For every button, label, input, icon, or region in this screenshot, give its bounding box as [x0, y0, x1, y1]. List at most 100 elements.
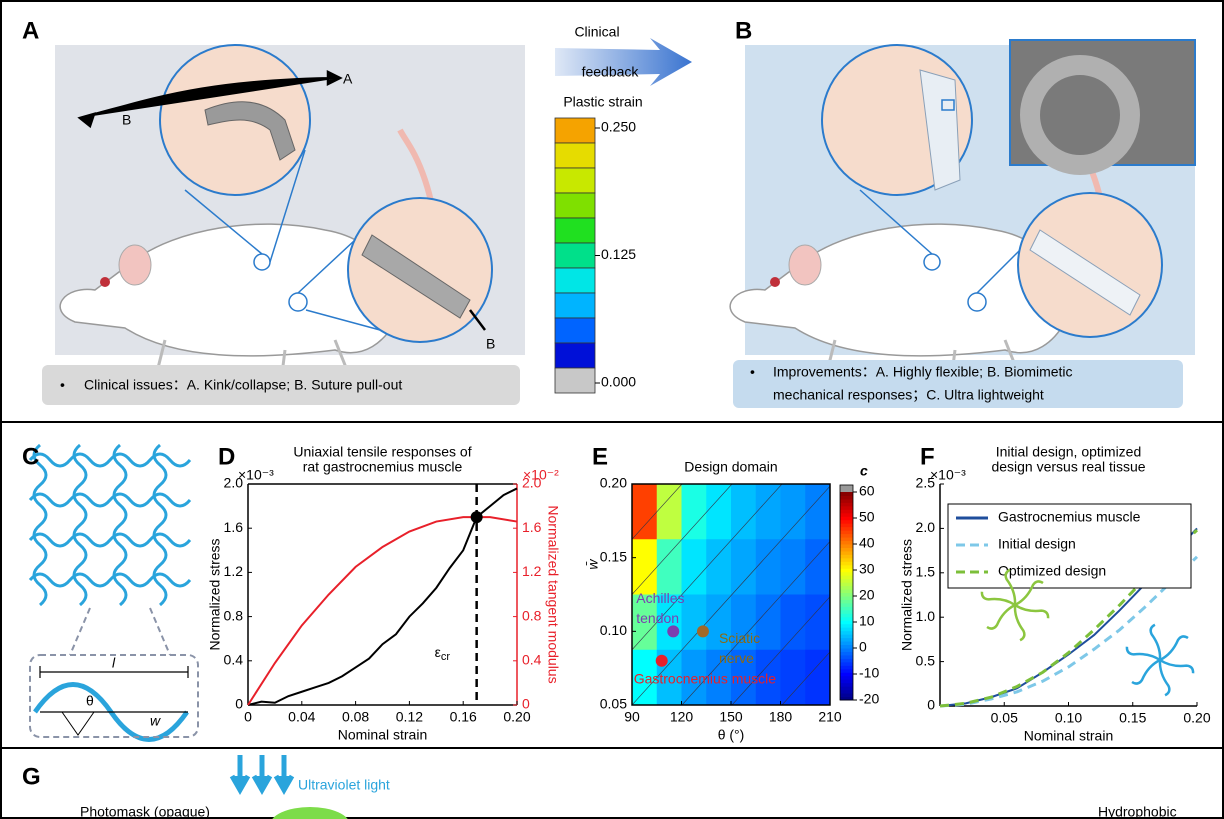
panel-letter: A	[22, 17, 39, 44]
line	[939, 555, 1199, 708]
colorbar-cap	[840, 485, 853, 492]
y-tick-label: 1.5	[916, 564, 936, 580]
caption: Clinical issues：A. Kink/collapse; B. Sut…	[84, 377, 402, 393]
lattice-arm	[986, 603, 1016, 630]
colorbar-step	[840, 665, 853, 670]
colorbar-step	[840, 530, 853, 535]
y-tick-label: 0	[235, 696, 243, 712]
x-tick-label: 0.12	[396, 709, 423, 725]
heat-cell	[656, 484, 682, 540]
annotation: A	[343, 71, 353, 87]
colorbar-step	[840, 575, 853, 580]
heat-cell	[731, 594, 757, 651]
bullet: •	[750, 364, 755, 380]
x-tick-label: 0.10	[1055, 710, 1082, 726]
label: Photomask (opaque)	[80, 804, 210, 819]
mesh-line	[632, 484, 683, 540]
mesh-line	[632, 484, 783, 651]
y2-tick-label: 0	[522, 696, 530, 712]
lattice-icon	[1125, 623, 1195, 697]
lattice-arm	[1013, 604, 1026, 642]
lattice-arm	[980, 591, 1016, 607]
chart-title: Uniaxial tensile responses of	[293, 444, 471, 460]
colorbar-step	[840, 550, 853, 555]
colorbar-step	[840, 561, 853, 566]
y2-tick-label: 1.2	[522, 563, 542, 579]
heat-cell	[780, 594, 806, 651]
heat-cell	[731, 539, 757, 595]
heat-cell	[731, 649, 757, 705]
x-tick-label: 210	[818, 709, 842, 725]
colorbar-step	[840, 651, 853, 656]
y2-tick-label: 1.6	[522, 519, 542, 535]
colorbar-step	[840, 495, 853, 500]
panel-letter: C	[22, 443, 39, 470]
colorbar-step	[840, 686, 853, 691]
legend-box	[947, 503, 1192, 589]
colorbar-tick-label: 20	[859, 587, 875, 603]
colorbar-step	[840, 693, 853, 698]
colorbar-step	[840, 613, 853, 618]
x-tick-label: 0.15	[1119, 710, 1146, 726]
lattice-arm	[1014, 580, 1044, 607]
colorbar-step	[840, 523, 853, 528]
y-axis-label: Normalized stress	[207, 538, 223, 650]
chart-title: Design domain	[684, 459, 777, 475]
lattice-arm	[1159, 635, 1189, 662]
bullet: •	[60, 377, 65, 393]
colorbar-step	[840, 616, 853, 621]
colorbar-step	[840, 537, 853, 542]
x-axis-label: θ (°)	[718, 727, 745, 743]
heat-cell	[731, 484, 757, 540]
colorbar-step	[840, 512, 853, 517]
x-tick-label: 0	[244, 709, 252, 725]
point-label: Sciatic	[719, 630, 760, 646]
colorbar-step	[840, 668, 853, 673]
colorbar-step	[840, 637, 853, 642]
panel-letter: G	[22, 763, 41, 790]
color-band	[554, 367, 596, 394]
annotation: B	[486, 336, 495, 352]
y-tick-label: 0.8	[224, 607, 244, 623]
mesh-line	[681, 541, 830, 705]
colorbar-step	[840, 505, 853, 510]
colorbar-step	[840, 554, 853, 559]
colorbar-step	[840, 623, 853, 628]
color-band	[554, 242, 596, 269]
caption: mechanical responses；C. Ultra lightweigh…	[773, 387, 1044, 404]
x-tick-label: 90	[624, 709, 640, 725]
color-band	[554, 267, 596, 294]
y2-tick-label: 0.8	[522, 607, 542, 623]
colorbar-tick-label: 0	[859, 639, 867, 655]
colorbar-step	[840, 689, 853, 694]
colorbar-step	[840, 602, 853, 607]
feedback-arrow	[555, 38, 692, 86]
colorbar-tick-label: 50	[859, 509, 875, 525]
x-tick-label: 150	[719, 709, 743, 725]
heat-cell	[805, 484, 830, 540]
caption: Improvements：A. Highly flexible; B. Biom…	[773, 364, 1073, 380]
colorbar-step	[840, 557, 853, 562]
heat-cell	[706, 594, 732, 651]
colorbar-step	[840, 606, 853, 611]
legend-label: Optimized design	[998, 563, 1106, 579]
uv-arrows	[229, 755, 295, 796]
zoom-marker	[253, 253, 271, 271]
panel-letter: D	[218, 443, 235, 470]
y2-axis-label: Normalized tangent modulus	[545, 505, 561, 683]
line	[247, 487, 518, 706]
point-label: Gastrocnemius muscle	[634, 671, 777, 687]
x-tick-label: 0.08	[342, 709, 369, 725]
heat-cell	[706, 539, 732, 595]
colorbar-tick-label: 0.125	[601, 246, 636, 262]
colorbar-step	[840, 578, 853, 583]
subscript: cr	[441, 651, 451, 663]
colorbar-step	[840, 679, 853, 684]
colorbar-step	[840, 696, 853, 701]
y-axis-label: w̄	[585, 559, 601, 570]
colorbar-step	[840, 502, 853, 507]
heat-cell	[755, 649, 781, 705]
colorbar-tick-label: 10	[859, 613, 875, 629]
colorbar-step	[840, 596, 853, 600]
point-label: nerve	[719, 650, 754, 666]
